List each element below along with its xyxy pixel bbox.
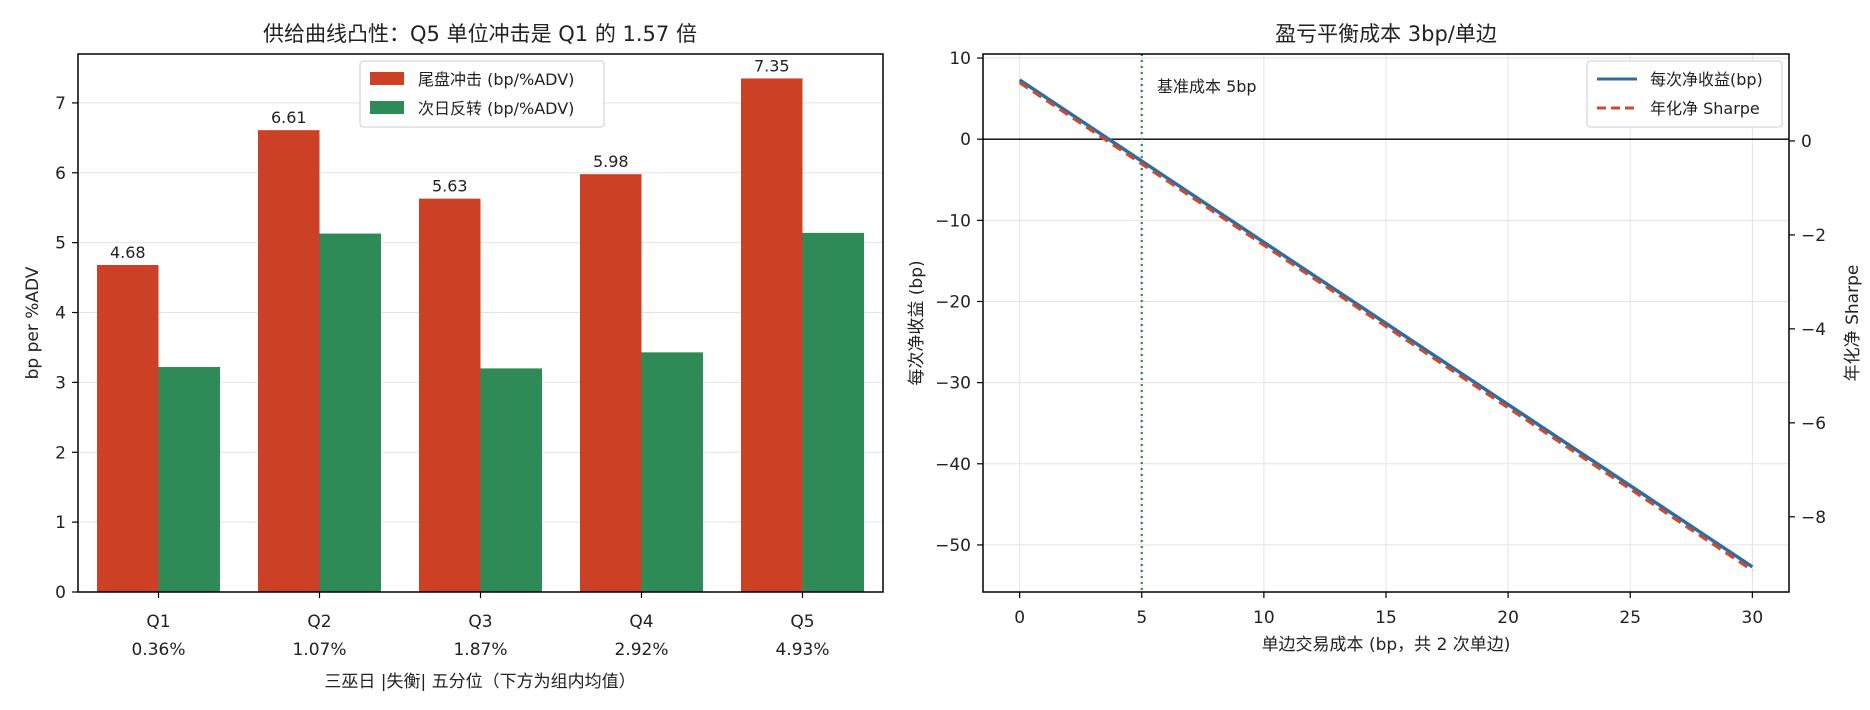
line-x-tick-label: 0 — [1014, 608, 1025, 628]
line-y-tick-label-left: −40 — [935, 455, 971, 475]
legend-label-reversal: 次日反转 (bp/%ADV) — [418, 99, 574, 118]
bar-impact — [97, 265, 159, 592]
bar-y-ticks: 0 1 2 3 4 5 6 7 — [55, 94, 78, 603]
line-x-ticks: 0 5 10 15 20 25 30 — [1014, 592, 1763, 628]
bar-y-tick-label: 4 — [55, 304, 66, 324]
bar-x-tick-sublabel: 1.87% — [453, 640, 507, 660]
bar-chart: 4.68 6.61 5.63 5.98 7.35 0 1 2 3 4 5 6 7 Q1 0.36% Q2 1… — [23, 22, 884, 692]
bar-chart-title: 供给曲线凸性：Q5 单位冲击是 Q1 的 1.57 倍 — [263, 22, 697, 46]
line-x-tick-label: 5 — [1136, 608, 1147, 628]
line-y-ticks-right: 0 −2 −4 −6 −8 — [1789, 132, 1826, 528]
bar-reversal — [802, 232, 864, 592]
series-line-sharpe — [1018, 81, 1754, 572]
bar-marks: 4.68 6.61 5.63 5.98 7.35 — [97, 56, 864, 593]
line-y-tick-label-right: −8 — [1801, 508, 1826, 528]
bar-x-ticks: Q1 0.36% Q2 1.07% Q3 1.87% Q4 2.92% Q5 4.93% — [131, 592, 830, 660]
line-y-tick-label-right: −2 — [1801, 226, 1826, 246]
bar-y-tick-label: 7 — [55, 94, 66, 114]
line-x-tick-label: 10 — [1253, 608, 1275, 628]
baseline-annotation: 基准成本 5bp — [1157, 77, 1257, 96]
line-x-axis-label: 单边交易成本 (bp，共 2 次单边) — [1262, 635, 1511, 655]
line-y-tick-label-left: 10 — [949, 49, 971, 69]
bar-data-label: 5.98 — [593, 152, 629, 171]
bar-x-tick-sublabel: 0.36% — [131, 640, 185, 660]
bar-y-axis-label: bp per %ADV — [23, 266, 43, 379]
bar-data-label: 4.68 — [110, 243, 146, 262]
bar-legend: 尾盘冲击 (bp/%ADV) 次日反转 (bp/%ADV) — [359, 60, 605, 128]
bar-x-tick-sublabel: 1.07% — [292, 640, 346, 660]
line-x-tick-label: 15 — [1375, 608, 1397, 628]
bar-data-label: 6.61 — [271, 108, 307, 127]
bar-x-tick-label: Q1 — [146, 612, 170, 632]
line-y-tick-label-left: −20 — [935, 292, 971, 312]
line-chart-title: 盈亏平衡成本 3bp/单边 — [1275, 22, 1497, 46]
line-y-axis-label-right: 年化净 Sharpe — [1843, 265, 1863, 382]
line-x-tick-label: 20 — [1497, 608, 1519, 628]
line-x-tick-label: 25 — [1619, 608, 1641, 628]
bar-y-tick-label: 0 — [55, 583, 66, 603]
line-y-tick-label-right: −6 — [1801, 414, 1826, 434]
bar-reversal — [158, 367, 220, 592]
bar-reversal — [480, 368, 542, 592]
bar-y-tick-label: 5 — [55, 234, 66, 254]
line-x-tick-label: 30 — [1742, 608, 1764, 628]
line-marks — [983, 54, 1789, 592]
legend-label-impact: 尾盘冲击 (bp/%ADV) — [418, 70, 574, 89]
bar-x-tick-sublabel: 4.93% — [775, 640, 829, 660]
bar-impact — [741, 78, 803, 593]
bar-y-tick-label: 3 — [55, 373, 66, 393]
bar-data-label: 7.35 — [754, 56, 790, 75]
bar-reversal — [641, 352, 703, 592]
bar-x-tick-label: Q2 — [307, 612, 331, 632]
line-y-tick-label-right: −4 — [1801, 320, 1826, 340]
bar-x-tick-label: Q4 — [629, 612, 653, 632]
bar-x-axis-label: 三巫日 |失衡| 五分位（下方为组内均值） — [324, 672, 635, 692]
line-chart: 0 5 10 15 20 25 30 10 0 −10 −20 −30 −40 −50 0 −2 −4 −6 −… — [907, 22, 1863, 655]
bar-x-tick-sublabel: 2.92% — [614, 640, 668, 660]
legend-swatch-impact — [370, 72, 404, 85]
bar-legend-box — [359, 60, 605, 128]
bar-y-tick-label: 1 — [55, 513, 66, 533]
line-y-tick-label-left: −50 — [935, 536, 971, 556]
line-y-tick-label-left: −10 — [935, 211, 971, 231]
legend-label-net-return: 每次净收益(bp) — [1650, 70, 1763, 89]
bar-impact — [419, 198, 481, 592]
line-legend: 每次净收益(bp) 年化净 Sharpe — [1586, 60, 1783, 128]
line-y-axis-label-left: 每次净收益 (bp) — [907, 260, 927, 385]
line-y-tick-label-left: 0 — [960, 130, 971, 150]
bar-y-tick-label: 6 — [55, 164, 66, 184]
bar-impact — [258, 130, 320, 592]
bar-x-tick-label: Q5 — [790, 612, 814, 632]
series-line-net-return — [1018, 78, 1754, 569]
line-y-tick-label-left: −30 — [935, 374, 971, 394]
bar-y-tick-label: 2 — [55, 443, 66, 463]
line-y-ticks-left: 10 0 −10 −20 −30 −40 −50 — [935, 49, 983, 556]
bar-data-label: 5.63 — [432, 177, 468, 196]
bar-reversal — [319, 233, 381, 593]
legend-label-sharpe: 年化净 Sharpe — [1650, 99, 1760, 118]
bar-impact — [580, 174, 642, 592]
legend-swatch-reversal — [370, 101, 404, 114]
line-y-tick-label-right: 0 — [1801, 132, 1812, 152]
bar-x-tick-label: Q3 — [468, 612, 492, 632]
